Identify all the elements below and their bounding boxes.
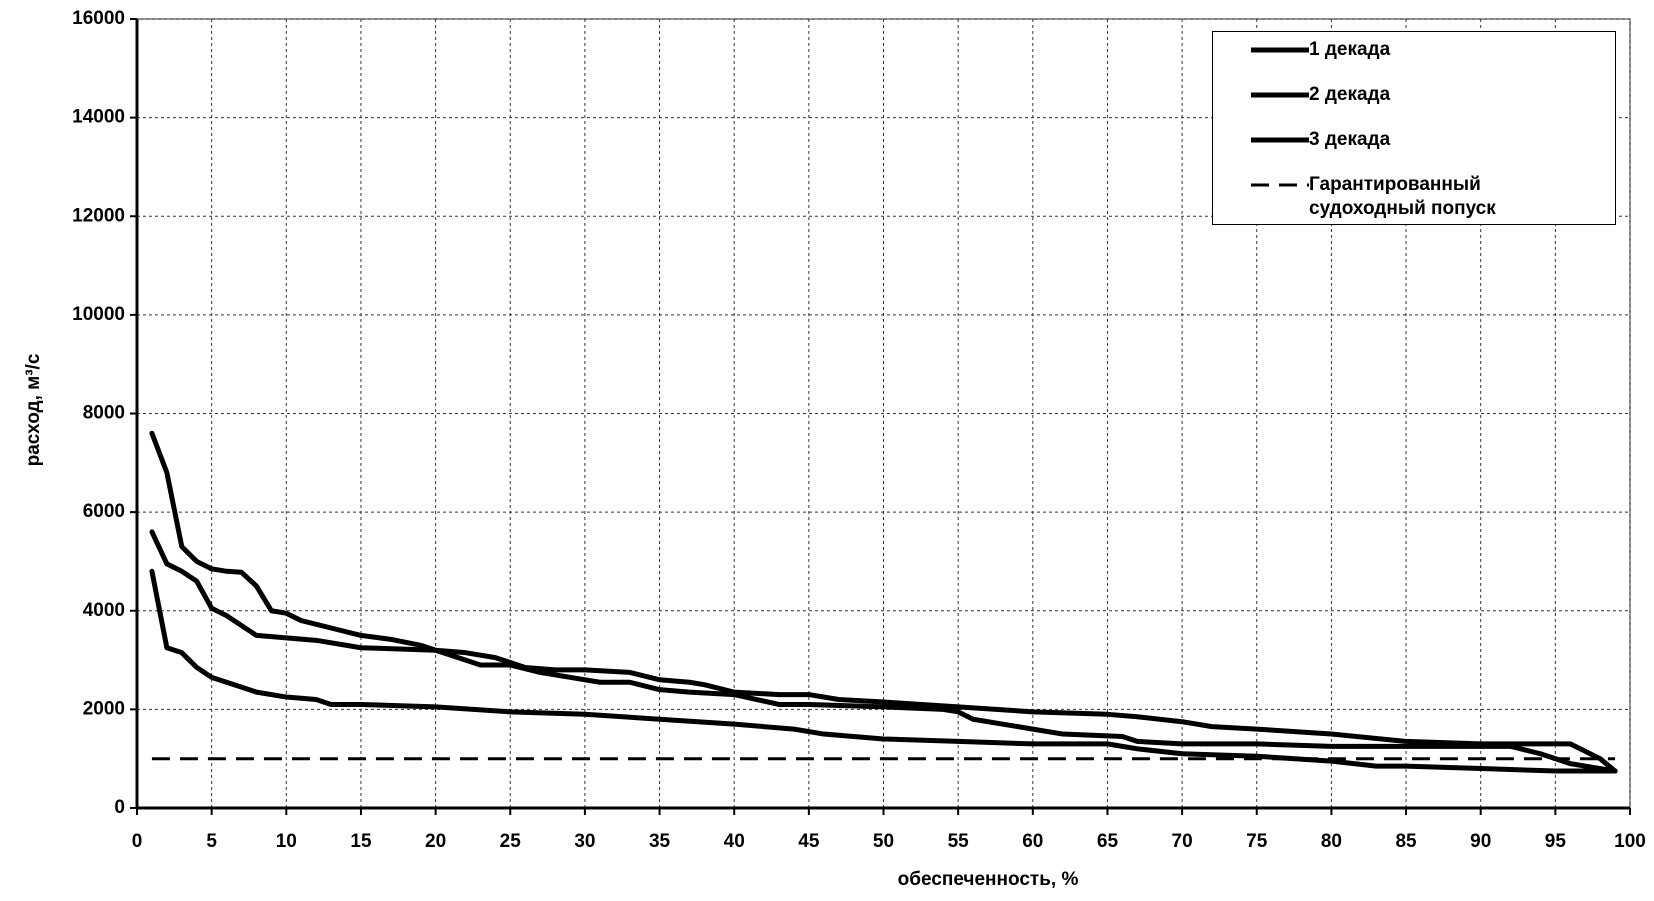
x-tick-label: 15: [350, 831, 372, 852]
x-tick-label: 75: [1246, 831, 1268, 852]
y-tick-label: 12000: [72, 205, 125, 226]
x-tick-label: 55: [948, 831, 970, 852]
x-tick-label: 5: [206, 831, 217, 852]
legend-swatch: [1251, 183, 1309, 187]
legend-swatch: [1251, 92, 1309, 98]
x-tick-label: 40: [724, 831, 745, 852]
x-tick-label: 100: [1614, 831, 1646, 852]
legend-swatch: [1251, 47, 1309, 53]
series-line: [149, 529, 1618, 774]
x-tick-label: 45: [798, 831, 820, 852]
y-tick-label: 0: [114, 797, 125, 818]
legend-label: 2 декада: [1309, 84, 1391, 105]
y-tick-label: 2000: [83, 698, 125, 719]
x-tick-label: 65: [1097, 831, 1119, 852]
legend-label: Гарантированный судоходный попуск: [1309, 174, 1496, 219]
y-tick-label: 16000: [72, 8, 125, 29]
y-axis-title: расход, м³/с: [23, 353, 44, 466]
legend-entry: Гарантированный судоходный попуск: [1213, 173, 1559, 221]
x-tick-label: 95: [1545, 831, 1567, 852]
x-tick-label: 70: [1172, 831, 1193, 852]
y-tick-label: 14000: [72, 107, 125, 128]
y-tick-label: 4000: [83, 600, 125, 621]
legend-label: 1 декада: [1309, 39, 1391, 60]
x-tick-label: 50: [873, 831, 894, 852]
x-tick-label: 85: [1395, 831, 1417, 852]
x-axis-title: обеспеченность, %: [898, 869, 1079, 890]
legend-entry: 2 декада: [1213, 83, 1559, 107]
x-tick-label: 20: [425, 831, 446, 852]
x-tick-label: 10: [276, 831, 297, 852]
x-tick-label: 80: [1321, 831, 1342, 852]
y-tick-label: 10000: [72, 304, 125, 325]
series-line: [149, 568, 1618, 774]
legend: 1 декада 2 декада 3 декада Гарантированный …: [1212, 31, 1616, 225]
legend-entry: 1 декада: [1213, 38, 1559, 62]
legend-swatch: [1251, 137, 1309, 143]
legend-label: 3 декада: [1309, 129, 1391, 150]
legend-entry: 3 декада: [1213, 128, 1559, 152]
y-tick-label: 8000: [83, 403, 125, 424]
x-tick-label: 35: [649, 831, 671, 852]
x-tick-label: 60: [1022, 831, 1043, 852]
x-tick-label: 90: [1470, 831, 1491, 852]
x-tick-label: 25: [500, 831, 522, 852]
y-tick-label: 6000: [83, 501, 125, 522]
x-tick-label: 0: [132, 831, 143, 852]
series-line: [149, 430, 1618, 774]
x-tick-label: 30: [574, 831, 595, 852]
